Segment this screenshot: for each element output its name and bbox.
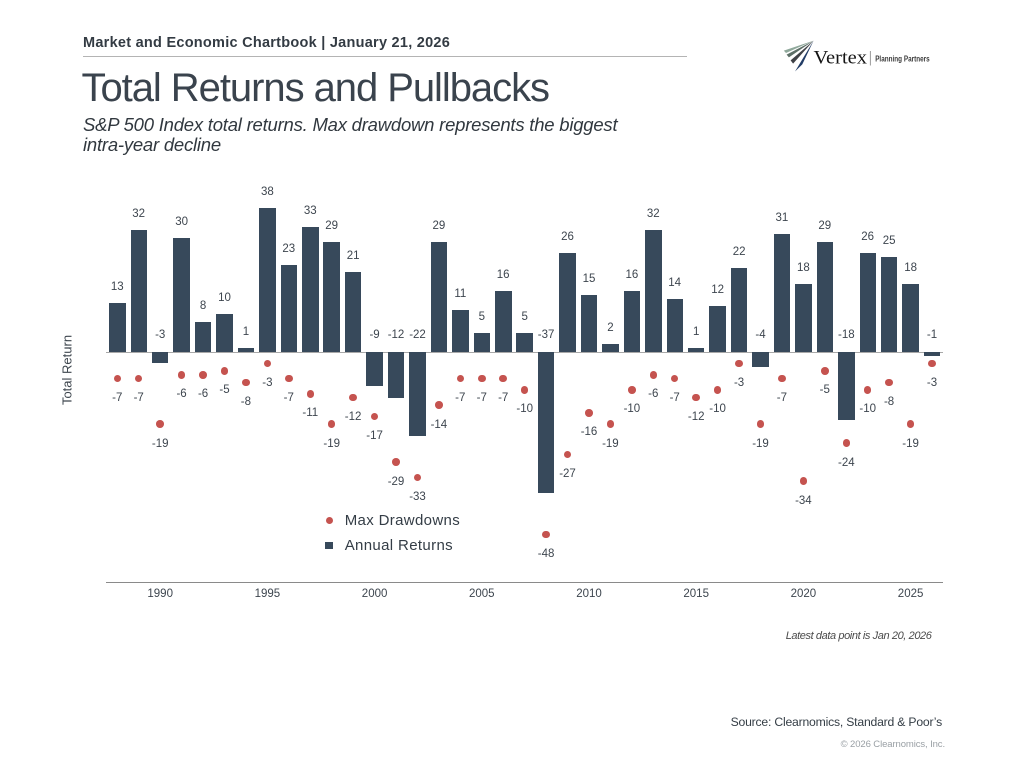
svg-text:Planning Partners: Planning Partners: [875, 54, 930, 63]
svg-text:Vertex: Vertex: [814, 48, 868, 68]
